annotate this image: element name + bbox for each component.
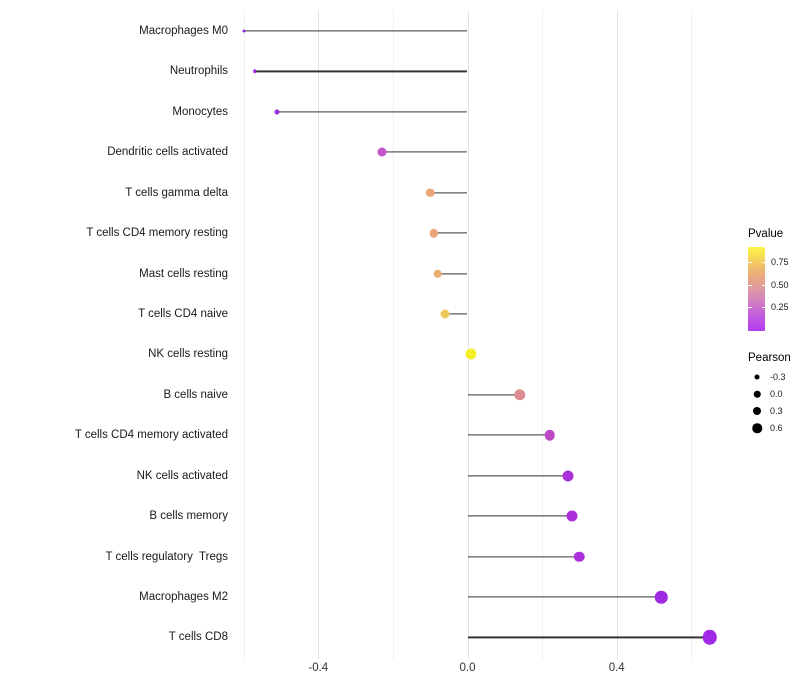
lollipop-stem: [430, 192, 468, 194]
pearson-size-label: 0.0: [770, 389, 783, 399]
pearson-size-label: 0.3: [770, 406, 783, 416]
category-label: NK cells resting: [148, 348, 228, 361]
category-label: B cells naive: [163, 388, 228, 401]
category-label: T cells CD4 naive: [138, 308, 228, 320]
pearson-size-dot: [753, 390, 761, 398]
colorbar-tick: [761, 306, 765, 308]
lollipop-stem: [437, 272, 468, 275]
lollipop-dot: [702, 630, 718, 645]
x-axis-tick-label: 0.0: [459, 662, 476, 674]
lollipop-stem: [381, 151, 468, 153]
gridline-minor: [542, 10, 544, 659]
category-label: T cells CD4 memory resting: [86, 227, 228, 240]
category-label: B cells memory: [149, 510, 228, 523]
colorbar-tick: [761, 262, 765, 264]
pearson-legend-title: Pearson: [748, 352, 791, 364]
lollipop-stem: [467, 596, 662, 598]
x-axis-tick-label: 0.4: [608, 662, 625, 674]
lollipop-stem: [445, 313, 468, 315]
gridline-major: [467, 10, 469, 659]
lollipop-stem: [467, 515, 572, 517]
lollipop-stem: [277, 111, 468, 113]
lollipop-dot: [513, 389, 526, 401]
gridline-minor: [392, 10, 394, 659]
lollipop-dot: [377, 147, 387, 157]
colorbar-tick-label: 0.25: [771, 301, 789, 312]
category-label: Macrophages M2: [139, 591, 228, 604]
lollipop-dot: [433, 269, 442, 278]
lollipop-stem: [243, 30, 468, 32]
category-label: NK cells activated: [136, 469, 228, 482]
pearson-size-dot: [754, 374, 760, 380]
pearson-size-label: -0.3: [770, 372, 786, 382]
gridline-major: [318, 10, 320, 659]
colorbar-tick: [748, 262, 752, 264]
lollipop-stem: [467, 555, 580, 558]
lollipop-stem: [467, 475, 569, 477]
lollipop-dot: [655, 590, 668, 604]
lollipop-dot: [429, 228, 439, 238]
pvalue-legend-title: Pvalue: [748, 228, 784, 240]
lollipop-stem: [467, 434, 550, 436]
category-label: T cells regulatory Tregs: [105, 550, 228, 563]
lollipop-dot: [566, 510, 578, 522]
pvalue-colorbar: [748, 247, 765, 331]
category-label: Monocytes: [172, 105, 228, 118]
lollipop-dot: [544, 430, 555, 441]
pearson-size-dot: [753, 407, 761, 415]
gridline-minor: [243, 10, 245, 659]
lollipop-dot: [465, 348, 477, 360]
category-label: T cells gamma delta: [125, 186, 228, 199]
category-label: T cells CD4 memory activated: [74, 429, 228, 442]
lollipop-stem: [467, 636, 710, 639]
lollipop-dot: [440, 309, 450, 319]
colorbar-tick: [748, 284, 752, 286]
lollipop-dot: [274, 109, 280, 115]
category-label: T cells CD8: [168, 631, 228, 644]
y-axis-labels: Macrophages M0 Neutrophils Monocytes Dendri…: [0, 0, 228, 700]
category-label: Macrophages M0: [139, 25, 228, 37]
x-axis-tick-label: -0.4: [308, 662, 329, 674]
lollipop-dot: [425, 188, 435, 197]
plot-panel: [237, 10, 718, 659]
colorbar-tick-label: 0.50: [771, 279, 789, 290]
lollipop-stem: [433, 232, 468, 234]
lollipop-dot: [562, 470, 574, 482]
lollipop-stem: [467, 394, 520, 396]
gridline-minor: [691, 10, 693, 659]
lollipop-dot: [574, 551, 585, 562]
category-label: Neutrophils: [169, 65, 228, 78]
gridline-major: [616, 10, 618, 659]
lollipop-dot: [242, 29, 246, 33]
category-label: Mast cells resting: [139, 267, 228, 280]
lollipop-dot: [253, 69, 257, 74]
colorbar-tick-label: 0.75: [771, 257, 789, 268]
colorbar-tick: [748, 306, 752, 308]
category-label: Dendritic cells activated: [107, 146, 228, 159]
lollipop-stem: [254, 70, 468, 73]
pearson-size-label: 0.6: [770, 423, 783, 433]
pearson-size-dot: [752, 423, 762, 433]
colorbar-tick: [761, 284, 765, 286]
